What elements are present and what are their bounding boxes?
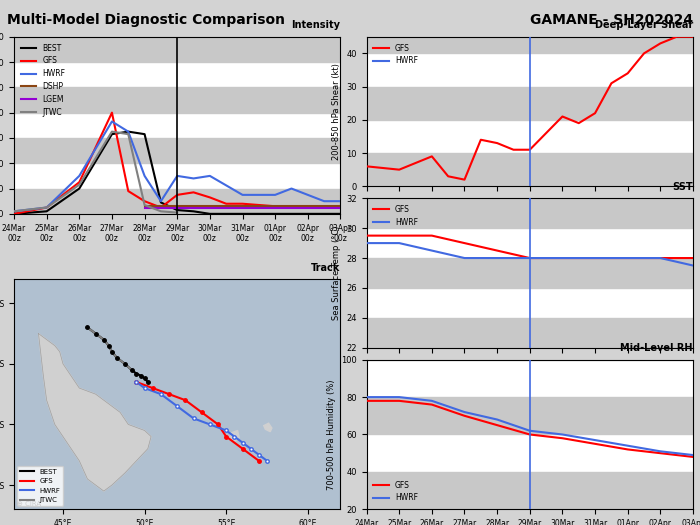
Bar [367, 198, 693, 228]
Text: Track: Track [311, 262, 340, 272]
Bar [14, 87, 340, 113]
Legend: BEST, GFS, HWRF, JTWC: BEST, GFS, HWRF, JTWC [18, 466, 63, 506]
Polygon shape [230, 430, 239, 442]
Bar [367, 318, 693, 348]
Text: Mid-Level RH: Mid-Level RH [620, 343, 693, 353]
Legend: GFS, HWRF: GFS, HWRF [370, 478, 421, 506]
Bar [367, 397, 693, 435]
Text: Deep-Layer Shear: Deep-Layer Shear [595, 20, 693, 30]
Text: SST: SST [673, 182, 693, 192]
Polygon shape [38, 333, 151, 491]
Bar [14, 188, 340, 214]
Bar [367, 258, 693, 288]
Bar [367, 472, 693, 509]
Bar [367, 153, 693, 186]
Y-axis label: 200-850 hPa Shear (kt): 200-850 hPa Shear (kt) [332, 63, 341, 160]
Y-axis label: Sea Surface Temp (°C): Sea Surface Temp (°C) [332, 226, 341, 320]
Legend: GFS, HWRF: GFS, HWRF [370, 202, 421, 230]
Bar [367, 20, 693, 54]
Text: GAMANE - SH202024: GAMANE - SH202024 [530, 13, 693, 27]
Bar [14, 37, 340, 62]
Bar [367, 341, 693, 360]
Text: Intensity: Intensity [291, 20, 340, 30]
Bar [367, 87, 693, 120]
Legend: GFS, HWRF: GFS, HWRF [370, 40, 421, 68]
Bar [14, 138, 340, 163]
Text: Multi-Model Diagnostic Comparison: Multi-Model Diagnostic Comparison [7, 13, 285, 27]
Polygon shape [264, 423, 272, 432]
Legend: BEST, GFS, HWRF, DSHP, LGEM, JTWC: BEST, GFS, HWRF, DSHP, LGEM, JTWC [18, 40, 69, 120]
Y-axis label: 700-500 hPa Humidity (%): 700-500 hPa Humidity (%) [326, 379, 335, 490]
Text: ⊕ CIRA: ⊕ CIRA [18, 501, 41, 507]
